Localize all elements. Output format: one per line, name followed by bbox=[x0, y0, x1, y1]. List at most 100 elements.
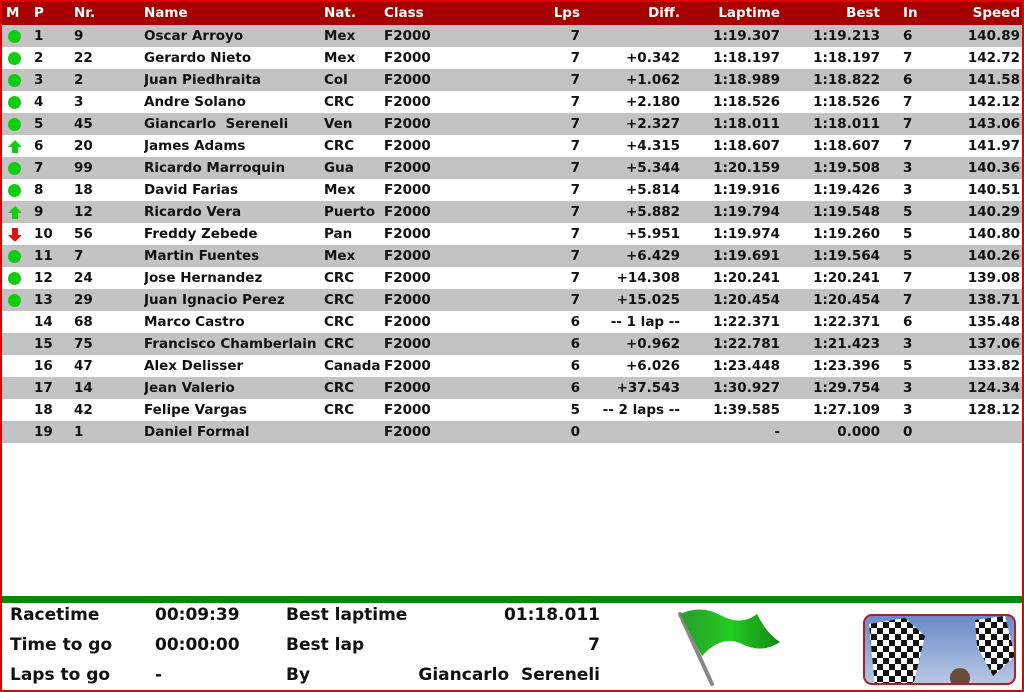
col-m[interactable]: M bbox=[6, 5, 20, 21]
racetime-value: 00:09:39 bbox=[155, 605, 240, 625]
table-row[interactable]: 19 1 Daniel Formal F2000 0 - 0.000 0 bbox=[2, 421, 1022, 443]
cell-in: 3 bbox=[903, 380, 913, 396]
position-up-arrow-icon bbox=[8, 206, 21, 219]
col-best[interactable]: Best bbox=[846, 5, 880, 21]
cell-name: Jean Valerio bbox=[144, 380, 235, 396]
table-row[interactable]: 5 45 Giancarlo Sereneli Ven F2000 7 +2.327 1:18… bbox=[2, 113, 1022, 135]
cell-class: F2000 bbox=[384, 226, 431, 242]
cell-laptime: 1:18.526 bbox=[713, 94, 780, 110]
cell-name: James Adams bbox=[144, 138, 246, 154]
cell-laptime: 1:23.448 bbox=[713, 358, 780, 374]
table-row[interactable]: 14 68 Marco Castro CRC F2000 6 -- 1 lap -- 1:22… bbox=[2, 311, 1022, 333]
cell-diff: -- 1 lap -- bbox=[610, 314, 680, 330]
table-row[interactable]: 13 29 Juan Ignacio Perez CRC F2000 7 +15.025 1:… bbox=[2, 289, 1022, 311]
cell-speed: 142.72 bbox=[967, 50, 1020, 66]
timetogo-value: 00:00:00 bbox=[155, 635, 240, 655]
green-flag-icon bbox=[678, 609, 780, 686]
cell-diff: +6.429 bbox=[625, 248, 680, 264]
cell-p: 7 bbox=[34, 160, 44, 176]
cell-lps: 7 bbox=[570, 248, 580, 264]
cell-laptime: 1:19.307 bbox=[713, 28, 780, 44]
table-row[interactable]: 11 7 Martin Fuentes Mex F2000 7 +6.429 1:19.691… bbox=[2, 245, 1022, 267]
cell-speed: 141.97 bbox=[967, 138, 1020, 154]
table-row[interactable]: 4 3 Andre Solano CRC F2000 7 +2.180 1:18.526 1:1… bbox=[2, 91, 1022, 113]
cell-nr: 2 bbox=[74, 72, 84, 88]
cell-class: F2000 bbox=[384, 204, 431, 220]
table-row[interactable]: 2 22 Gerardo Nieto Mex F2000 7 +0.342 1:18.197 1… bbox=[2, 47, 1022, 69]
cell-nat: Puerto bbox=[324, 204, 376, 220]
cell-name: Martin Fuentes bbox=[144, 248, 260, 264]
cell-laptime: 1:19.916 bbox=[713, 182, 780, 198]
table-row[interactable]: 15 75 Francisco Chamberlain CRC F2000 6 +0.962… bbox=[2, 333, 1022, 355]
table-row[interactable]: 12 24 Jose Hernandez CRC F2000 7 +14.308 1:20.2… bbox=[2, 267, 1022, 289]
cell-name: Juan Piedhraita bbox=[144, 72, 261, 88]
cell-laptime: 1:18.011 bbox=[713, 116, 780, 132]
cell-class: F2000 bbox=[384, 160, 431, 176]
cell-nat: Mex bbox=[324, 182, 356, 198]
cell-speed: 142.12 bbox=[967, 94, 1020, 110]
position-same-icon bbox=[8, 184, 21, 197]
cell-diff: +37.543 bbox=[616, 380, 680, 396]
cell-best: 1:23.396 bbox=[813, 358, 880, 374]
cell-diff: +0.342 bbox=[625, 50, 680, 66]
cell-p: 3 bbox=[34, 72, 44, 88]
cell-in: 3 bbox=[903, 182, 913, 198]
position-down-arrow-icon bbox=[8, 228, 21, 241]
cell-in: 3 bbox=[903, 160, 913, 176]
cell-p: 15 bbox=[34, 336, 53, 352]
cell-p: 19 bbox=[34, 424, 53, 440]
table-row[interactable]: 6 20 James Adams CRC F2000 7 +4.315 1:18.607 1:1… bbox=[2, 135, 1022, 157]
cell-name: Gerardo Nieto bbox=[144, 50, 252, 66]
table-row[interactable]: 18 42 Felipe Vargas CRC F2000 5 -- 2 laps -- 1:… bbox=[2, 399, 1022, 421]
col-lps[interactable]: Lps bbox=[553, 5, 580, 21]
cell-class: F2000 bbox=[384, 116, 431, 132]
cell-name: Juan Ignacio Perez bbox=[144, 292, 285, 308]
cell-name: David Farias bbox=[144, 182, 239, 198]
cell-lps: 7 bbox=[570, 204, 580, 220]
lapstogo-value: - bbox=[155, 665, 163, 685]
cell-lps: 6 bbox=[570, 358, 580, 374]
table-row[interactable]: 8 18 David Farias Mex F2000 7 +5.814 1:19.916 1:… bbox=[2, 179, 1022, 201]
cell-in: 7 bbox=[903, 138, 913, 154]
cell-nr: 29 bbox=[74, 292, 93, 308]
cell-diff: +14.308 bbox=[616, 270, 680, 286]
cell-name: Francisco Chamberlain bbox=[144, 336, 317, 352]
cell-best: 1:18.197 bbox=[813, 50, 880, 66]
cell-nat: Mex bbox=[324, 28, 356, 44]
cell-nr: 7 bbox=[74, 248, 84, 264]
cell-in: 0 bbox=[903, 424, 913, 440]
cell-in: 7 bbox=[903, 270, 913, 286]
cell-best: 1:18.526 bbox=[813, 94, 880, 110]
cell-nat: CRC bbox=[324, 402, 355, 418]
table-row[interactable]: 10 56 Freddy Zebede Pan F2000 7 +5.951 1:19.974… bbox=[2, 223, 1022, 245]
cell-speed: 140.36 bbox=[967, 160, 1020, 176]
table-row[interactable]: 3 2 Juan Piedhraita Col F2000 7 +1.062 1:18.989… bbox=[2, 69, 1022, 91]
timetogo-label: Time to go bbox=[10, 635, 113, 655]
cell-diff: +15.025 bbox=[616, 292, 680, 308]
cell-nat: Pan bbox=[324, 226, 353, 242]
col-diff[interactable]: Diff. bbox=[648, 5, 680, 21]
col-p[interactable]: P bbox=[34, 5, 44, 21]
col-in[interactable]: In bbox=[903, 5, 918, 21]
col-nr[interactable]: Nr. bbox=[74, 5, 96, 21]
col-nat[interactable]: Nat. bbox=[324, 5, 356, 21]
table-row[interactable]: 16 47 Alex Delisser Canada F2000 6 +6.026 1:23.… bbox=[2, 355, 1022, 377]
cell-in: 3 bbox=[903, 336, 913, 352]
table-row[interactable]: 9 12 Ricardo Vera Puerto F2000 7 +5.882 1:19.79… bbox=[2, 201, 1022, 223]
col-name[interactable]: Name bbox=[144, 5, 188, 21]
cell-speed: 135.48 bbox=[967, 314, 1020, 330]
cell-nat: CRC bbox=[324, 138, 355, 154]
col-laptime[interactable]: Laptime bbox=[718, 5, 780, 21]
cell-p: 5 bbox=[34, 116, 44, 132]
table-row[interactable]: 7 99 Ricardo Marroquin Gua F2000 7 +5.344 1:20.… bbox=[2, 157, 1022, 179]
cell-name: Felipe Vargas bbox=[144, 402, 247, 418]
col-speed[interactable]: Speed bbox=[972, 5, 1020, 21]
cell-diff: +5.882 bbox=[625, 204, 680, 220]
cell-nr: 45 bbox=[74, 116, 93, 132]
table-row[interactable]: 1 9 Oscar Arroyo Mex F2000 7 1:19.307 1:19.213 6… bbox=[2, 25, 1022, 47]
col-class[interactable]: Class bbox=[384, 5, 424, 21]
cell-best: 1:21.423 bbox=[813, 336, 880, 352]
cell-class: F2000 bbox=[384, 336, 431, 352]
table-row[interactable]: 17 14 Jean Valerio CRC F2000 6 +37.543 1:30.927… bbox=[2, 377, 1022, 399]
cell-speed: 139.08 bbox=[967, 270, 1020, 286]
